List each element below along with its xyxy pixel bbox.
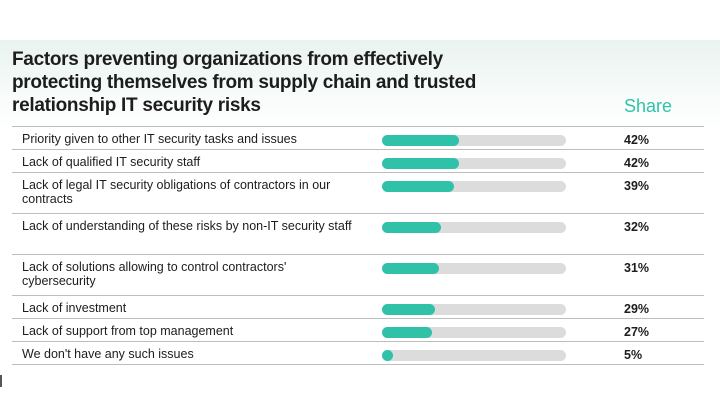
table-row: Lack of understanding of these risks by … [12,214,704,255]
bar [382,263,440,274]
table-row: Lack of qualified IT security staff 42% [12,150,704,173]
value-label: 27% [624,325,650,339]
category-label: Priority given to other IT security task… [22,132,297,146]
value-label: 5% [624,348,643,362]
category-label: Lack of investment [22,301,127,315]
category-label: We don't have any such issues [22,347,194,361]
table-row: Priority given to other IT security task… [12,127,704,150]
value-label: 32% [624,220,650,234]
share-column-header: Share [624,96,673,116]
value-label: 39% [624,179,650,193]
category-label: Lack of legal IT security obligations of… [22,178,331,206]
bar-track [382,304,566,315]
bar [382,222,441,233]
bar [382,135,460,146]
bar-track [382,222,566,233]
table-row: Lack of investment 29% [12,296,704,319]
bar [382,350,393,361]
value-label: 42% [624,133,650,147]
edge-marker [0,375,2,387]
title-band [0,40,720,128]
bar-track [382,263,566,274]
bar [382,304,436,315]
value-label: 29% [624,302,650,316]
category-label: Lack of qualified IT security staff [22,155,201,169]
bar [382,158,460,169]
category-label: Lack of understanding of these risks by … [22,219,352,233]
bar-track [382,158,566,169]
bar-track [382,327,566,338]
table-row: Lack of support from top management 27% [12,319,704,342]
bar-track [382,135,566,146]
bar [382,181,454,192]
chart-title: Factors preventing organizations from ef… [12,49,477,116]
bar-track [382,181,566,192]
category-label: Lack of solutions allowing to control co… [22,260,287,288]
table-row: Lack of solutions allowing to control co… [12,255,704,296]
bar-track [382,350,566,361]
category-label: Lack of support from top management [22,324,234,338]
value-label: 42% [624,156,650,170]
bar [382,327,432,338]
chart-table: Priority given to other IT security task… [12,126,704,365]
table-row: We don't have any such issues 5% [12,342,704,365]
table-row: Lack of legal IT security obligations of… [12,173,704,214]
value-label: 31% [624,261,650,275]
